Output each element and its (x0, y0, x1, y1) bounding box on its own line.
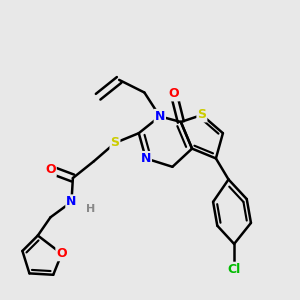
Text: S: S (110, 136, 119, 149)
Text: Cl: Cl (227, 263, 241, 276)
Text: O: O (45, 163, 56, 176)
Text: N: N (154, 110, 165, 123)
Text: S: S (197, 108, 206, 122)
Text: N: N (66, 195, 77, 208)
Text: H: H (86, 204, 96, 214)
Text: N: N (141, 152, 151, 165)
Text: O: O (56, 247, 67, 260)
Text: O: O (169, 87, 179, 101)
